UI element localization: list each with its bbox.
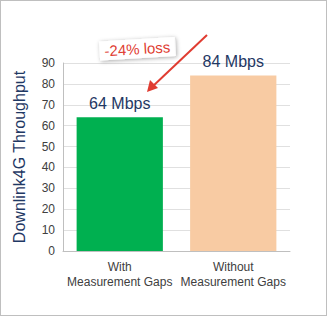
svg-text:30: 30	[42, 181, 56, 195]
svg-text:-24% loss: -24% loss	[104, 38, 171, 59]
svg-text:Without: Without	[213, 260, 254, 274]
svg-text:80: 80	[42, 77, 56, 91]
svg-text:Downlink4G Throughput: Downlink4G Throughput	[11, 70, 28, 243]
svg-text:60: 60	[42, 119, 56, 133]
svg-text:90: 90	[42, 56, 56, 70]
svg-text:With: With	[108, 260, 132, 274]
svg-text:10: 10	[42, 223, 56, 237]
svg-text:50: 50	[42, 140, 56, 154]
svg-text:70: 70	[42, 98, 56, 112]
svg-text:40: 40	[42, 160, 56, 174]
svg-text:0: 0	[48, 244, 55, 258]
svg-text:Measurement Gaps: Measurement Gaps	[181, 275, 286, 289]
svg-text:64 Mbps: 64 Mbps	[89, 95, 150, 112]
svg-text:20: 20	[42, 202, 56, 216]
svg-text:84 Mbps: 84 Mbps	[203, 53, 264, 70]
svg-text:Measurement Gaps: Measurement Gaps	[67, 275, 172, 289]
